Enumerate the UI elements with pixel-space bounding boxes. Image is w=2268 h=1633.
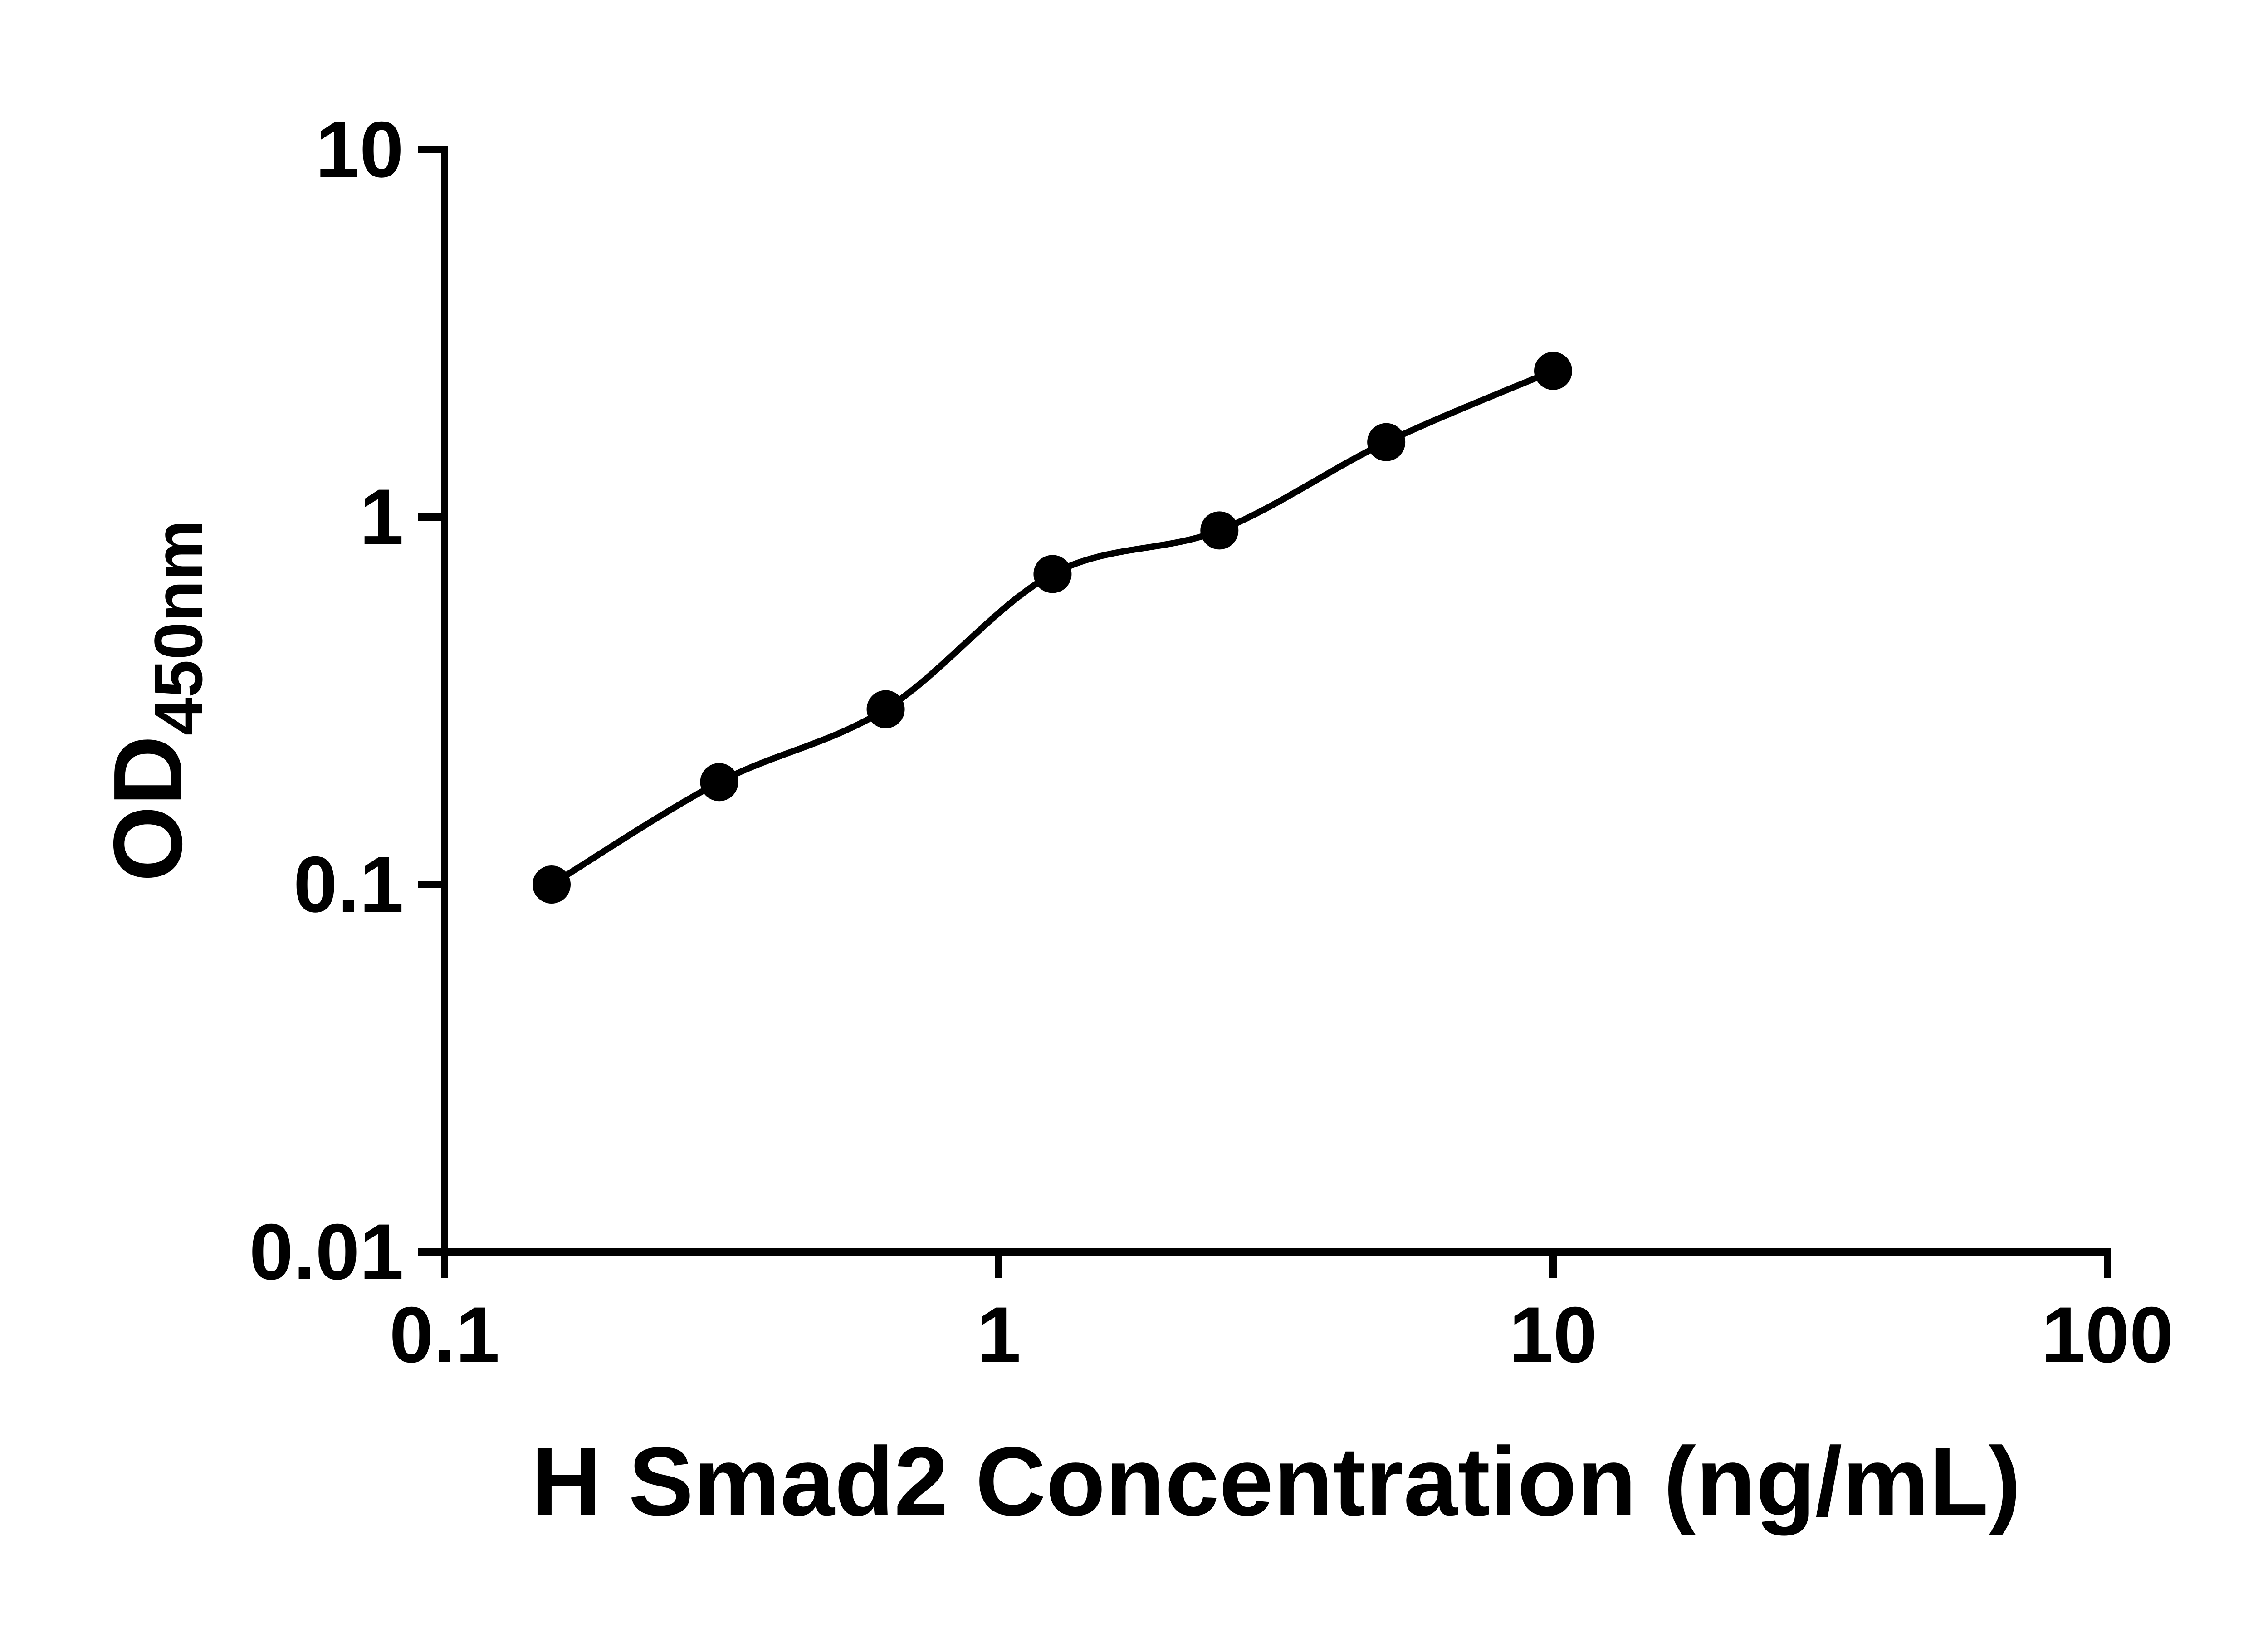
data-point [866,690,905,728]
y-axis-title: OD450nm [93,520,216,882]
x-axis-tick-label: 1 [977,1291,1021,1379]
ticks-layer [418,146,2111,1278]
data-point [1367,423,1406,461]
series-layer [532,352,1572,904]
y-axis-tick-label: 0.01 [249,1208,404,1296]
y-axis-tick-label: 1 [360,473,404,562]
data-point [1033,555,1072,593]
x-axis-tick-label: 100 [2041,1291,2174,1379]
y-axis-tick-label: 0.1 [293,841,404,929]
data-point [1534,352,1572,390]
y-axis-tick-label: 10 [315,106,404,194]
y-axis-title-sub: 450nm [140,520,216,735]
data-point [700,763,738,802]
x-axis-title: H Smad2 Concentration (ng/mL) [531,1427,2021,1536]
x-axis-tick-label: 10 [1509,1291,1598,1379]
x-axis-tick-label: 0.1 [389,1291,499,1379]
data-point [1200,511,1239,550]
data-point [532,865,571,904]
y-axis-title-main: OD [93,735,202,882]
